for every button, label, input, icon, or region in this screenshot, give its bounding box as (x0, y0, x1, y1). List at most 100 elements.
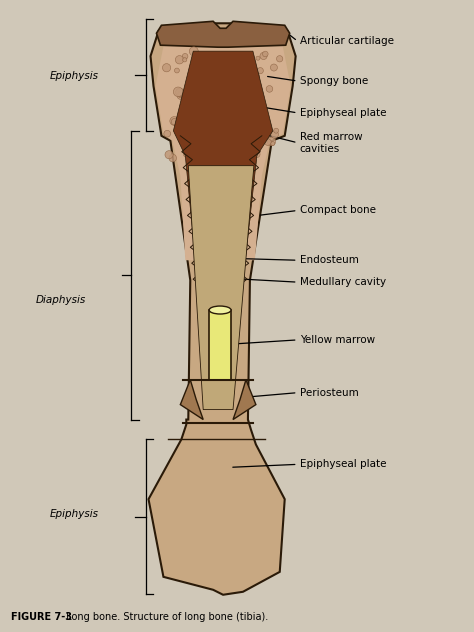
Circle shape (219, 74, 225, 80)
Circle shape (203, 193, 210, 200)
Circle shape (185, 118, 191, 124)
Polygon shape (209, 310, 231, 380)
Circle shape (197, 138, 206, 147)
Text: Diaphysis: Diaphysis (36, 295, 86, 305)
Circle shape (200, 195, 205, 200)
Circle shape (263, 51, 268, 57)
Circle shape (199, 162, 205, 167)
Text: Epiphyseal plate: Epiphyseal plate (300, 108, 386, 118)
Circle shape (214, 116, 222, 124)
Text: Epiphysis: Epiphysis (50, 71, 99, 81)
Text: Red marrow
cavities: Red marrow cavities (300, 132, 362, 154)
Circle shape (190, 179, 197, 186)
Circle shape (193, 146, 201, 154)
Polygon shape (148, 23, 296, 595)
Circle shape (165, 150, 173, 159)
Circle shape (264, 139, 271, 145)
Circle shape (206, 142, 212, 149)
Circle shape (226, 229, 231, 234)
Text: Compact bone: Compact bone (300, 205, 375, 216)
Circle shape (192, 167, 197, 171)
Circle shape (256, 56, 260, 60)
Text: Yellow marrow: Yellow marrow (300, 335, 375, 345)
Circle shape (235, 151, 242, 157)
Circle shape (229, 112, 239, 122)
Circle shape (183, 150, 191, 157)
Circle shape (222, 196, 230, 204)
Circle shape (198, 197, 205, 204)
Circle shape (218, 216, 222, 221)
Circle shape (193, 140, 202, 149)
Circle shape (253, 151, 260, 157)
Polygon shape (173, 51, 273, 290)
Text: Periosteum: Periosteum (300, 387, 358, 398)
Circle shape (250, 71, 259, 81)
Circle shape (171, 118, 178, 125)
Circle shape (271, 142, 275, 145)
Circle shape (260, 52, 267, 59)
Circle shape (247, 157, 256, 167)
Circle shape (250, 84, 255, 90)
Circle shape (255, 124, 260, 128)
Circle shape (211, 190, 221, 200)
Circle shape (170, 116, 179, 125)
Circle shape (195, 149, 203, 156)
Circle shape (175, 88, 184, 97)
Text: Endosteum: Endosteum (300, 255, 358, 265)
Circle shape (266, 85, 273, 92)
Circle shape (267, 137, 276, 146)
Circle shape (175, 56, 184, 64)
Circle shape (211, 166, 219, 174)
Circle shape (204, 118, 213, 126)
Text: Articular cartilage: Articular cartilage (300, 36, 393, 46)
Circle shape (212, 73, 218, 79)
Circle shape (273, 128, 279, 133)
Polygon shape (188, 166, 254, 410)
Circle shape (191, 205, 196, 210)
Circle shape (257, 68, 264, 74)
Circle shape (223, 224, 232, 233)
Circle shape (189, 47, 198, 56)
Circle shape (241, 57, 247, 63)
Circle shape (271, 131, 278, 138)
Circle shape (216, 227, 220, 231)
Circle shape (232, 238, 237, 243)
Circle shape (163, 64, 171, 72)
Circle shape (204, 137, 212, 145)
Circle shape (225, 148, 229, 152)
Circle shape (190, 137, 196, 143)
Circle shape (246, 217, 250, 222)
Circle shape (193, 69, 202, 78)
Circle shape (182, 54, 188, 59)
Circle shape (216, 87, 223, 94)
Circle shape (164, 130, 171, 137)
Circle shape (192, 216, 199, 222)
Text: Epiphyseal plate: Epiphyseal plate (300, 459, 386, 470)
Text: Long bone. Structure of long bone (tibia).: Long bone. Structure of long bone (tibia… (63, 612, 268, 622)
Circle shape (177, 92, 185, 99)
Circle shape (229, 92, 238, 101)
Circle shape (217, 146, 226, 155)
Circle shape (244, 75, 252, 83)
Circle shape (211, 229, 216, 234)
Polygon shape (180, 380, 203, 420)
Ellipse shape (209, 306, 231, 314)
Circle shape (276, 56, 283, 62)
Circle shape (236, 165, 244, 173)
Circle shape (205, 59, 210, 64)
Circle shape (193, 78, 202, 88)
Circle shape (236, 74, 246, 83)
Text: Epiphysis: Epiphysis (50, 509, 99, 519)
Circle shape (182, 58, 187, 62)
Circle shape (173, 87, 183, 97)
Circle shape (201, 107, 206, 112)
Circle shape (221, 185, 231, 194)
Circle shape (251, 85, 258, 92)
Circle shape (216, 234, 220, 238)
Circle shape (238, 208, 246, 216)
Circle shape (270, 64, 277, 71)
Circle shape (174, 68, 179, 73)
Circle shape (231, 125, 240, 134)
Circle shape (198, 228, 203, 233)
Circle shape (169, 154, 176, 162)
